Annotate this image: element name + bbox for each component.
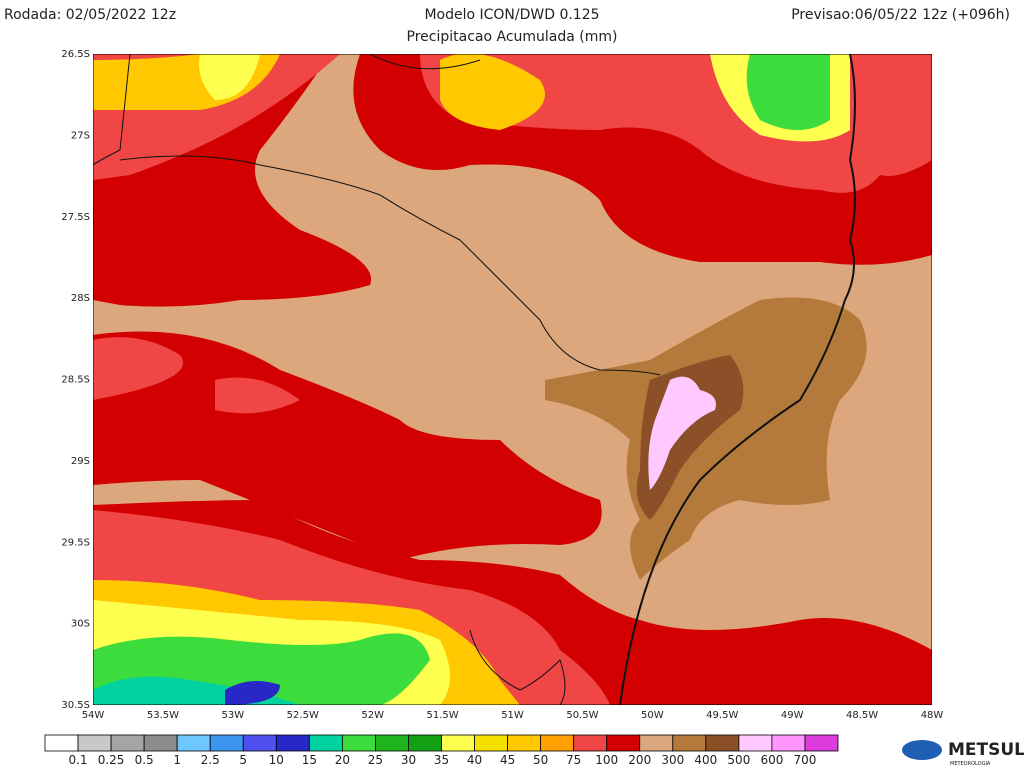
colorbar-label: 45 <box>500 753 515 767</box>
colorbar-swatch <box>573 734 608 752</box>
colorbar-swatch <box>540 734 575 752</box>
x-axis-label: 49W <box>781 710 804 721</box>
colorbar-swatch <box>705 734 740 752</box>
colorbar-label: 35 <box>434 753 449 767</box>
colorbar-label: 50 <box>533 753 548 767</box>
colorbar-label: 75 <box>566 753 581 767</box>
colorbar-swatch <box>474 734 508 752</box>
x-axis-label: 54W <box>82 710 105 721</box>
y-axis-label: 30S <box>71 619 90 630</box>
colorbar-label: 15 <box>302 753 317 767</box>
x-axis-label: 50.5W <box>566 710 598 721</box>
colorbar-swatch <box>771 734 806 752</box>
colorbar-swatch <box>308 734 343 752</box>
colorbar-swatch <box>606 734 641 752</box>
colorbar-swatch <box>672 734 707 752</box>
colorbar-swatch <box>341 734 376 752</box>
colorbar-label: 500 <box>727 753 750 767</box>
colorbar-label: 0.1 <box>68 753 87 767</box>
colorbar-swatch <box>110 734 145 752</box>
colorbar-label: 100 <box>595 753 618 767</box>
x-axis-label: 53W <box>222 710 245 721</box>
colorbar-swatch <box>275 734 310 752</box>
colorbar-label: 300 <box>661 753 684 767</box>
y-axis-label: 27.5S <box>61 212 90 223</box>
y-axis-label: 29.5S <box>61 537 90 548</box>
x-axis-label: 51.5W <box>427 710 459 721</box>
x-axis-label: 48.5W <box>846 710 878 721</box>
colorbar-label: 40 <box>467 753 482 767</box>
x-axis-label: 52.5W <box>287 710 319 721</box>
y-axis-label: 28.5S <box>61 375 90 386</box>
colorbar-swatch <box>77 734 112 752</box>
colorbar-label: 600 <box>760 753 783 767</box>
colorbar-label: 10 <box>269 753 284 767</box>
y-axis-label: 27S <box>71 130 90 141</box>
colorbar-swatch <box>176 734 211 752</box>
colorbar-label: 2.5 <box>201 753 220 767</box>
colorbar-swatch <box>408 734 442 752</box>
colorbar-label: 400 <box>694 753 717 767</box>
x-axis-label: 52W <box>361 710 384 721</box>
colorbar-swatch <box>507 734 542 752</box>
colorbar-swatch <box>738 734 773 752</box>
colorbar-label: 200 <box>628 753 651 767</box>
colorbar-label: 30 <box>401 753 416 767</box>
colorbar-swatch <box>375 734 409 752</box>
logo: METSUL METEOROLOGIA <box>902 740 1024 767</box>
map <box>93 54 932 705</box>
colorbar-label: 5 <box>239 753 247 767</box>
colorbar-swatch <box>441 734 475 752</box>
colorbar-swatch <box>639 734 674 752</box>
x-axis-label: 51W <box>501 710 524 721</box>
colorbar-label: 1 <box>173 753 181 767</box>
colorbar-swatch <box>242 734 277 752</box>
colorbar-label: 0.5 <box>135 753 154 767</box>
logo-name: METSUL <box>948 740 1024 760</box>
y-axis-label: 30.5S <box>61 700 90 711</box>
forecast-time: Previsao:06/05/22 12z (+096h) <box>791 7 1010 23</box>
x-axis-label: 48W <box>921 710 944 721</box>
y-axis-label: 29S <box>71 456 90 467</box>
logo-globe <box>902 740 942 760</box>
logo-tagline: METEOROLOGIA <box>950 761 991 767</box>
colorbar-label: 0.25 <box>98 753 125 767</box>
colorbar-swatch <box>209 734 244 752</box>
x-axis-label: 50W <box>641 710 664 721</box>
y-axis-label: 28S <box>71 293 90 304</box>
x-axis-label: 49.5W <box>706 710 738 721</box>
colorbar-swatch <box>143 734 178 752</box>
y-axis-label: 26.5S <box>61 49 90 60</box>
run-time: Rodada: 02/05/2022 12z <box>4 7 176 23</box>
subtitle: Precipitacao Acumulada (mm) <box>407 29 618 45</box>
colorbar-label: 25 <box>368 753 383 767</box>
colorbar-label: 700 <box>794 753 817 767</box>
colorbar-swatch <box>804 734 839 752</box>
colorbar-label: 20 <box>335 753 350 767</box>
title: Modelo ICON/DWD 0.125 <box>424 7 599 23</box>
colorbar-swatch <box>44 734 79 752</box>
x-axis-label: 53.5W <box>147 710 179 721</box>
